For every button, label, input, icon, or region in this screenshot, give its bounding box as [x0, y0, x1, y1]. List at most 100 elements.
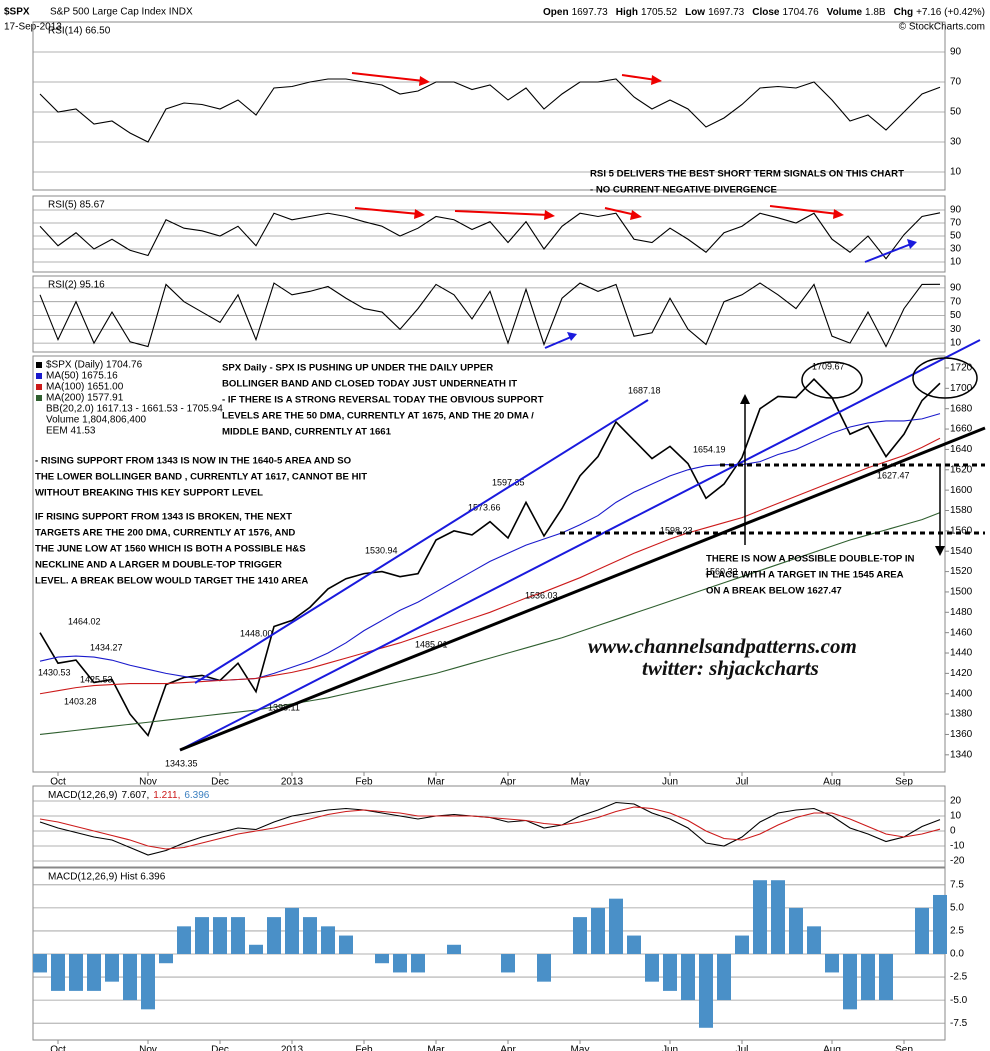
panel-title: RSI(2) 95.16: [48, 280, 105, 291]
title-part: MACD(12,26,9): [48, 790, 117, 801]
series-line: [39, 212, 941, 260]
note-text: THERE IS NOW A POSSIBLE DOUBLE-TOP IN: [706, 554, 914, 565]
y-tick-label: 70: [950, 296, 962, 307]
circle-mark: [801, 361, 863, 399]
x-tick-label: Dec: [211, 777, 229, 788]
y-tick-label: -2.5: [950, 972, 968, 983]
bar: [681, 954, 695, 1001]
y-tick-label: 1340: [950, 749, 973, 760]
bar: [807, 926, 821, 954]
panel-frame: [32, 195, 946, 273]
series-line: [39, 437, 941, 695]
note-text: LEVEL. A BREAK BELOW WOULD TARGET THE 14…: [35, 576, 308, 587]
quote-label: Volume: [827, 7, 863, 18]
bar: [213, 917, 227, 954]
bar: [339, 935, 353, 954]
bar: [447, 944, 461, 954]
bar: [231, 917, 245, 954]
bar: [51, 954, 65, 991]
arrow: [769, 205, 839, 215]
bar: [321, 926, 335, 954]
x-tick-label: Mar: [427, 777, 445, 788]
x-tick-label: Mar: [427, 1045, 445, 1051]
quote: Open 1697.73 High 1705.52 Low 1697.73 Close 170…: [543, 7, 985, 18]
title-part: 6.396: [184, 790, 209, 801]
bar: [627, 935, 641, 954]
y-tick-label: 0.0: [950, 949, 964, 960]
bar: [915, 907, 929, 954]
price-annotation: 1485.01: [415, 639, 448, 649]
bar: [537, 954, 551, 982]
price-annotation: 1573.66: [468, 502, 501, 512]
price-annotation: 1430.53: [38, 667, 71, 677]
panel-frame: [32, 21, 946, 191]
x-tick-label: Feb: [355, 777, 373, 788]
price-annotation: 1709.67: [812, 361, 845, 371]
series-line: [39, 806, 941, 850]
bar: [267, 917, 281, 954]
y-tick-label: -10: [950, 841, 965, 852]
bar: [69, 954, 83, 991]
legend-label: $SPX (Daily) 1704.76: [46, 360, 143, 371]
bar: [789, 907, 803, 954]
quote-value: 1.8B: [865, 7, 886, 18]
credit: © StockCharts.com: [899, 22, 985, 33]
bar: [411, 954, 425, 973]
y-tick-label: 90: [950, 283, 962, 294]
title-part: 7.607,: [121, 790, 149, 801]
channel-upper: [194, 399, 649, 684]
x-tick-label: Jul: [736, 1045, 749, 1051]
price-annotation: 1598.23: [660, 525, 693, 535]
y-tick-label: 7.5: [950, 879, 964, 890]
legend-label: EEM 41.53: [46, 426, 96, 437]
y-tick-label: 0: [950, 826, 956, 837]
x-tick-label: Jul: [736, 777, 749, 788]
y-tick-label: 1360: [950, 729, 973, 740]
panel-title: RSI(5) 85.67: [48, 200, 105, 211]
quote-label: Low: [685, 7, 705, 18]
y-tick-label: -5.0: [950, 995, 968, 1006]
legend-swatch: [36, 384, 42, 390]
note-text: MIDDLE BAND, CURRENTLY AT 1661: [222, 427, 392, 438]
y-tick-label: 1720: [950, 363, 973, 374]
quote-label: Open: [543, 7, 569, 18]
legend-swatch: [36, 362, 42, 368]
quote-label: Chg: [894, 7, 913, 18]
x-tick-label: Oct: [50, 1045, 66, 1051]
y-tick-label: 30: [950, 137, 962, 148]
y-tick-label: 1380: [950, 709, 973, 720]
note-text: - RISING SUPPORT FROM 1343 IS NOW IN THE…: [35, 456, 352, 467]
price-annotation: 1434.27: [90, 642, 123, 652]
bar: [33, 954, 47, 973]
note-text: NECKLINE AND A LARGER M DOUBLE-TOP TRIGG…: [35, 560, 282, 571]
price-annotation: 1687.18: [628, 385, 661, 395]
y-tick-label: 1400: [950, 688, 973, 699]
panel-title: RSI(14) 66.50: [48, 26, 111, 37]
note-text: ON A BREAK BELOW 1627.47: [706, 586, 842, 597]
note-text: THE JUNE LOW AT 1560 WHICH IS BOTH A POS…: [35, 544, 306, 555]
arrow: [354, 207, 420, 215]
bar: [753, 880, 767, 954]
title-part: 1.211,: [153, 790, 180, 801]
y-tick-label: 90: [950, 47, 962, 58]
y-tick-label: 1440: [950, 648, 973, 659]
bar: [159, 954, 173, 964]
y-tick-label: 1600: [950, 485, 973, 496]
y-tick-label: 1660: [950, 424, 973, 435]
series-line: [39, 512, 941, 736]
arrow-head: [935, 546, 945, 556]
y-tick-label: 10: [950, 257, 962, 268]
x-tick-label: Jun: [662, 1045, 678, 1051]
watermark: twitter: shjackcharts: [642, 656, 819, 680]
panel-title: MACD(12,26,9) 7.607, 1.211, 6.396: [48, 790, 210, 801]
panel-frame: [32, 275, 946, 353]
legend-label: BB(20,2.0) 1617.13 - 1661.53 - 1705.94: [46, 404, 223, 415]
bar: [645, 954, 659, 982]
y-tick-label: 90: [950, 205, 962, 216]
bar: [195, 917, 209, 954]
support-line: [179, 426, 986, 752]
y-tick-label: 1480: [950, 607, 973, 618]
bar: [501, 954, 515, 973]
bar: [609, 898, 623, 954]
